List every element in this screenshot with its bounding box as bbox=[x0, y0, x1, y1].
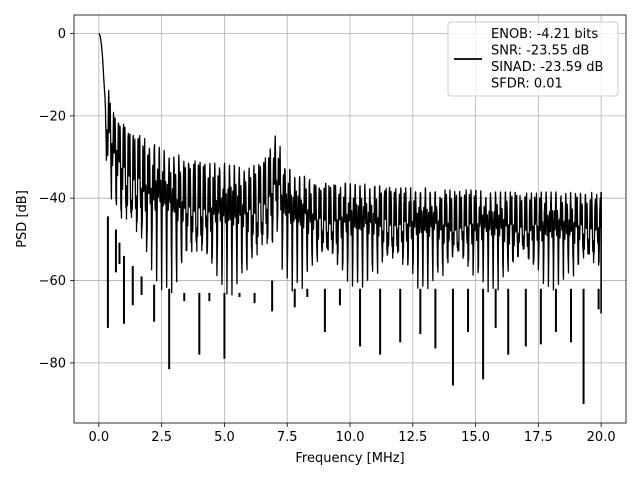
y-tick-label: −80 bbox=[39, 356, 66, 371]
legend-entry-enob: ENOB: -4.21 bits bbox=[491, 27, 598, 42]
x-axis-ticks: 0.0 2.5 5.0 7.5 10.0 12.5 15.0 17.5 20.0 bbox=[89, 423, 616, 445]
x-tick-label: 2.5 bbox=[151, 430, 172, 445]
legend-entry-snr: SNR: -23.55 dB bbox=[491, 44, 589, 59]
x-tick-label: 20.0 bbox=[587, 430, 616, 445]
legend-box bbox=[447, 21, 619, 97]
psd-series-line bbox=[98, 33, 602, 296]
x-tick-label: 12.5 bbox=[398, 430, 427, 445]
y-tick-label: −40 bbox=[39, 192, 66, 207]
x-tick-label: 0.0 bbox=[89, 430, 110, 445]
plot-area bbox=[98, 33, 602, 405]
x-tick-label: 5.0 bbox=[214, 430, 235, 445]
y-tick-label: 0 bbox=[58, 27, 66, 42]
y-axis-label: PSD [dB] bbox=[15, 190, 30, 248]
x-axis-label: Frequency [MHz] bbox=[295, 451, 404, 466]
x-tick-label: 10.0 bbox=[336, 430, 365, 445]
y-tick-label: −60 bbox=[39, 274, 66, 289]
x-tick-label: 7.5 bbox=[277, 430, 298, 445]
y-tick-label: −20 bbox=[39, 109, 66, 124]
legend: ENOB: -4.21 bits SNR: -23.55 dB SINAD: -… bbox=[447, 21, 619, 97]
legend-entry-sfdr: SFDR: 0.01 bbox=[491, 77, 563, 92]
x-tick-label: 17.5 bbox=[524, 430, 553, 445]
y-axis-ticks: 0 −20 −40 −60 −80 bbox=[39, 27, 74, 371]
legend-entry-sinad: SINAD: -23.59 dB bbox=[491, 60, 603, 75]
x-tick-label: 15.0 bbox=[461, 430, 490, 445]
